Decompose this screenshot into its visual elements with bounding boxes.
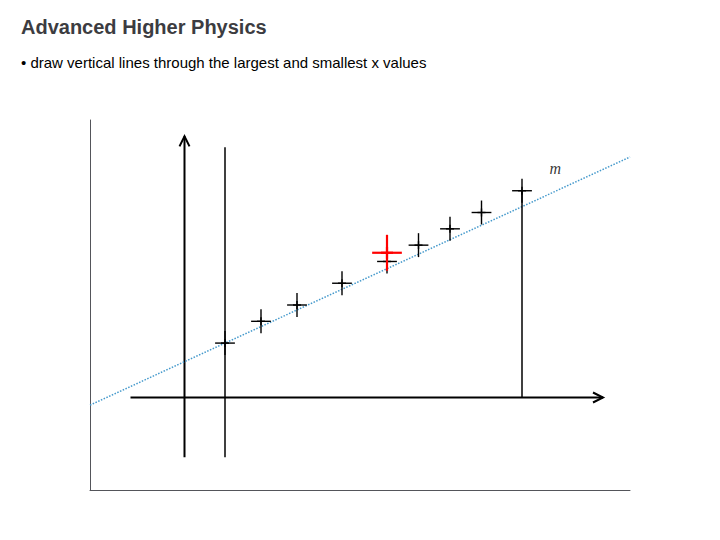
svg-text:m: m [550,160,562,177]
svg-text:• draw vertical lines through: • draw vertical lines through the larges… [21,54,426,71]
svg-text:Advanced Higher Physics: Advanced Higher Physics [21,16,267,38]
